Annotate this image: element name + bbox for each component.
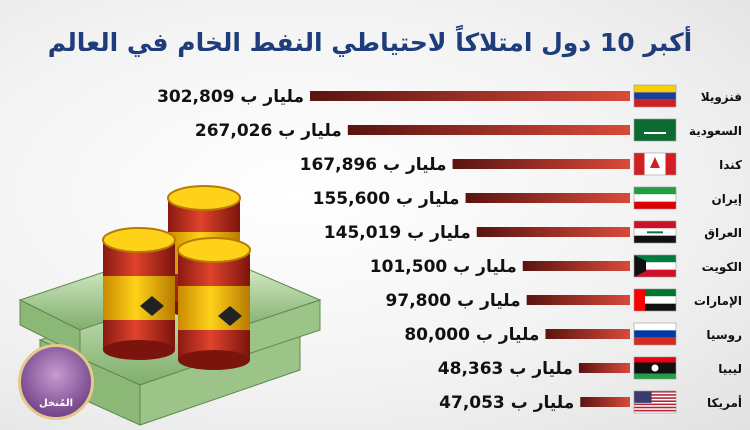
- value-label-6: 97,800 مليار ب: [386, 291, 521, 311]
- bar-2: [452, 159, 630, 169]
- country-label-1: السعودية: [689, 124, 742, 139]
- country-label-6: الإمارات: [694, 294, 742, 308]
- bars-group: 302,809 مليار ب فنزويلا 267,026 مليار ب الس…: [157, 84, 742, 414]
- barrel-icon: [102, 227, 176, 360]
- country-label-4: العراق: [704, 226, 742, 240]
- saudi-flag-icon: [633, 118, 677, 142]
- barrel-icon: [177, 237, 251, 370]
- bar-1: [347, 125, 630, 135]
- bar-3: [465, 193, 630, 203]
- iran-flag-icon: [633, 186, 677, 210]
- bar-0: [310, 91, 630, 101]
- bar-8: [578, 363, 630, 373]
- bar-9: [580, 397, 630, 407]
- chart-title: أكبر 10 دول امتلاكاً لاحتياطي النفط الخا…: [47, 28, 693, 57]
- logo-text: المُنخل: [38, 398, 74, 409]
- value-label-9: 47,053 مليار ب: [439, 393, 574, 413]
- value-label-1: 267,026 مليار ب: [195, 121, 342, 141]
- venezuela-flag-icon: [633, 84, 677, 108]
- russia-flag-icon: [633, 322, 677, 346]
- brand-logo: المُنخل: [18, 344, 94, 420]
- bar-7: [545, 329, 630, 339]
- uae-flag-icon: [633, 288, 677, 312]
- country-label-9: أمريكا: [707, 395, 742, 410]
- country-label-2: كندا: [719, 158, 742, 172]
- canada-flag-icon: [633, 152, 677, 176]
- bar-4: [476, 227, 630, 237]
- value-label-2: 167,896 مليار ب: [300, 155, 447, 175]
- value-label-8: 48,363 مليار ب: [438, 359, 573, 379]
- value-label-7: 80,000 مليار ب: [404, 325, 539, 345]
- oil-barrels-illustration: [102, 185, 251, 370]
- iraq-flag-icon: [633, 220, 677, 244]
- bar-6: [526, 295, 630, 305]
- kuwait-flag-icon: [633, 254, 677, 278]
- bar-5: [522, 261, 630, 271]
- country-label-3: إيران: [712, 192, 742, 206]
- libya-flag-icon: [633, 356, 677, 380]
- country-label-7: روسيا: [706, 328, 742, 343]
- value-label-4: 145,019 مليار ب: [324, 223, 471, 243]
- usa-flag-icon: [633, 390, 677, 414]
- value-label-3: 155,600 مليار ب: [313, 189, 460, 209]
- value-label-5: 101,500 مليار ب: [370, 257, 517, 277]
- value-label-0: 302,809 مليار ب: [157, 87, 304, 107]
- country-label-5: الكويت: [702, 260, 742, 275]
- country-label-8: ليبيا: [718, 362, 742, 376]
- country-label-0: فنزويلا: [701, 90, 742, 105]
